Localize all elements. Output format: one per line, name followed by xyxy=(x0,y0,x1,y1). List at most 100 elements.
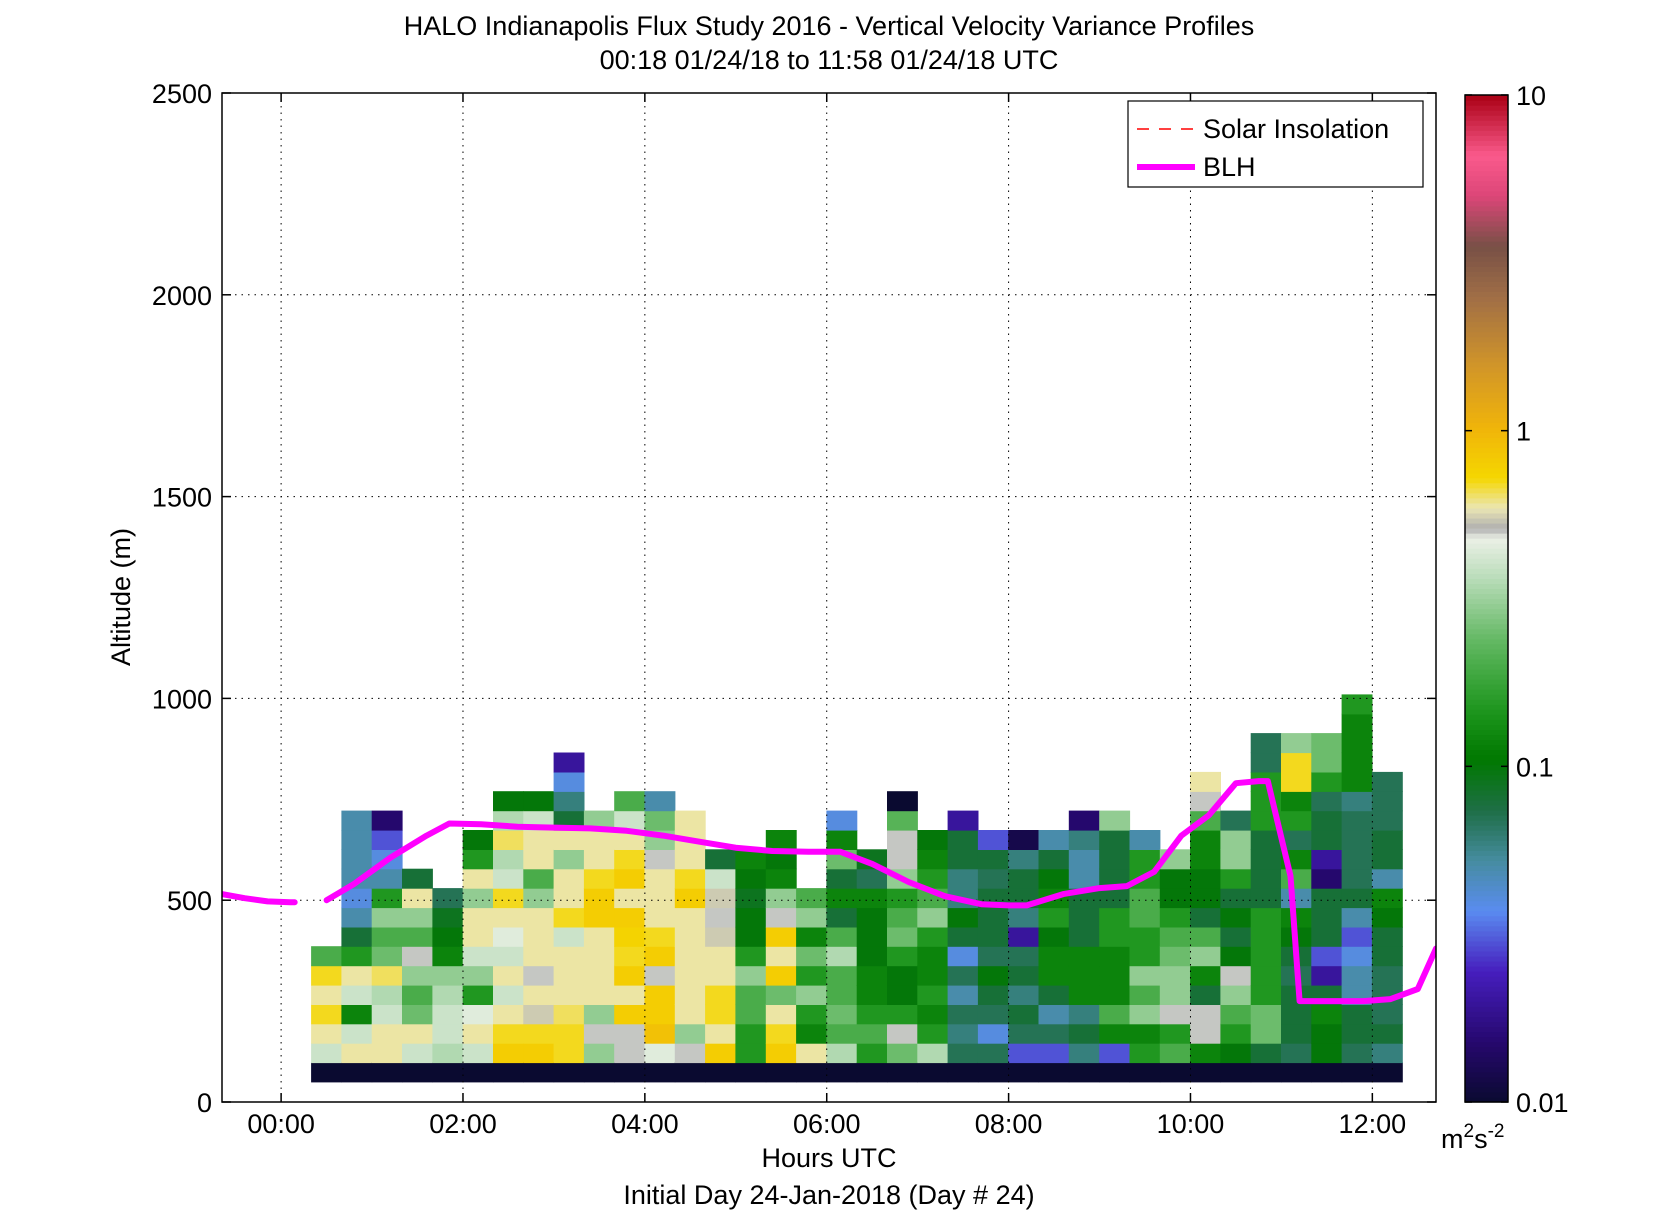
colorbar-segment xyxy=(1465,361,1508,368)
heatmap-cell xyxy=(1190,1062,1221,1083)
colorbar-segment xyxy=(1465,306,1508,313)
colorbar-segment xyxy=(1465,870,1508,877)
heatmap-cell xyxy=(1099,1062,1131,1083)
heatmap-cell xyxy=(553,985,585,1005)
legend-box xyxy=(1127,100,1424,188)
colorbar-segment xyxy=(1465,840,1508,846)
heatmap-cell xyxy=(1068,1004,1100,1025)
colorbar-segment xyxy=(1465,920,1508,927)
colorbar-segment xyxy=(1465,517,1508,524)
colorbar-segment xyxy=(1465,210,1508,217)
colorbar-segment xyxy=(1465,1066,1508,1073)
heatmap-cell xyxy=(1250,1062,1282,1083)
heatmap-cell xyxy=(674,907,706,928)
heatmap-cell xyxy=(644,946,676,967)
heatmap-cell xyxy=(341,810,373,831)
heatmap-cell xyxy=(432,1043,464,1064)
colorbar-segment xyxy=(1465,120,1508,126)
heatmap-cell xyxy=(371,810,403,831)
heatmap-cell xyxy=(1129,965,1161,986)
heatmap-cell xyxy=(402,907,433,928)
heatmap-cell xyxy=(1341,849,1373,870)
colorbar-segment xyxy=(1465,286,1508,292)
heatmap-cell xyxy=(1371,907,1403,928)
heatmap-cell xyxy=(1281,810,1312,831)
heatmap-cell xyxy=(1129,1023,1161,1044)
heatmap-cell xyxy=(1159,888,1191,909)
colorbar-segment xyxy=(1465,789,1508,796)
heatmap-cell xyxy=(462,1043,494,1064)
heatmap-cell xyxy=(1068,810,1100,831)
colorbar-segment xyxy=(1465,512,1508,519)
heatmap-cell xyxy=(977,926,1009,947)
heatmap-cell xyxy=(462,830,494,850)
colorbar-segment xyxy=(1465,986,1508,992)
heatmap-cell xyxy=(553,1023,585,1044)
heatmap-cell xyxy=(947,868,979,889)
heatmap-cell xyxy=(1129,1062,1161,1083)
colorbar-segment xyxy=(1465,633,1508,640)
heatmap-cell xyxy=(674,926,706,947)
colorbar-segment xyxy=(1465,246,1508,252)
heatmap-cell xyxy=(1311,926,1343,947)
heatmap-cell xyxy=(583,1004,615,1025)
colorbar-segment xyxy=(1465,905,1508,912)
colorbar-segment xyxy=(1465,382,1508,388)
heatmap-cell xyxy=(1250,849,1282,870)
heatmap-cell xyxy=(614,1004,646,1025)
heatmap-cell xyxy=(341,965,373,986)
colorbar-segment xyxy=(1465,140,1508,146)
colorbar-segment xyxy=(1465,603,1508,610)
heatmap-cell xyxy=(1190,830,1221,850)
colorbar-segment xyxy=(1465,135,1508,141)
heatmap-cell xyxy=(1038,1043,1070,1064)
colorbar-segment xyxy=(1465,991,1508,997)
heatmap-cell xyxy=(1038,849,1070,870)
heatmap-cell xyxy=(1008,830,1040,850)
heatmap-cell xyxy=(856,1043,888,1064)
heatmap-cell xyxy=(1159,965,1191,986)
heatmap-cell xyxy=(826,810,858,831)
heatmap-cell xyxy=(614,849,646,870)
heatmap-cell xyxy=(856,907,888,928)
heatmap-cell xyxy=(1371,830,1403,850)
colorbar-segment xyxy=(1465,326,1508,333)
colorbar-segment xyxy=(1465,437,1508,444)
heatmap-cell xyxy=(462,907,494,928)
heatmap-cell xyxy=(796,888,827,909)
heatmap-cell xyxy=(826,965,858,986)
heatmap-cell xyxy=(1220,946,1252,967)
heatmap-cell xyxy=(1220,1023,1252,1044)
colorbar-segment xyxy=(1465,583,1508,590)
heatmap-cell xyxy=(674,946,706,967)
heatmap-cell xyxy=(1159,868,1191,889)
colorbar-segment xyxy=(1465,321,1508,328)
heatmap-cell xyxy=(644,1062,676,1083)
heatmap-cell xyxy=(887,907,918,928)
heatmap-cell xyxy=(1099,907,1131,928)
heatmap-cell xyxy=(887,946,918,967)
colorbar-segment xyxy=(1465,251,1508,257)
heatmap-cell xyxy=(1129,849,1161,870)
heatmap-cell xyxy=(705,849,736,870)
heatmap-cell xyxy=(1371,926,1403,947)
heatmap-cell xyxy=(765,1004,797,1025)
heatmap-cell xyxy=(493,1062,524,1083)
heatmap-cell xyxy=(735,1004,767,1025)
heatmap-cell xyxy=(977,868,1009,889)
colorbar-segment xyxy=(1465,699,1508,705)
heatmap-cell xyxy=(1341,694,1373,715)
colorbar-segment xyxy=(1465,668,1508,675)
heatmap-cell xyxy=(583,985,615,1005)
heatmap-cell xyxy=(1341,1023,1373,1044)
colorbar-segment xyxy=(1465,281,1508,287)
colorbar-segment xyxy=(1465,895,1508,902)
heatmap-cell xyxy=(917,1004,949,1025)
colorbar-segment xyxy=(1465,150,1508,157)
heatmap-cell xyxy=(371,946,403,967)
heatmap-cell xyxy=(553,849,585,870)
heatmap-cell xyxy=(1159,1062,1191,1083)
heatmap-cell xyxy=(705,1004,736,1025)
colorbar-segment xyxy=(1465,724,1508,731)
heatmap-cell xyxy=(644,888,676,909)
